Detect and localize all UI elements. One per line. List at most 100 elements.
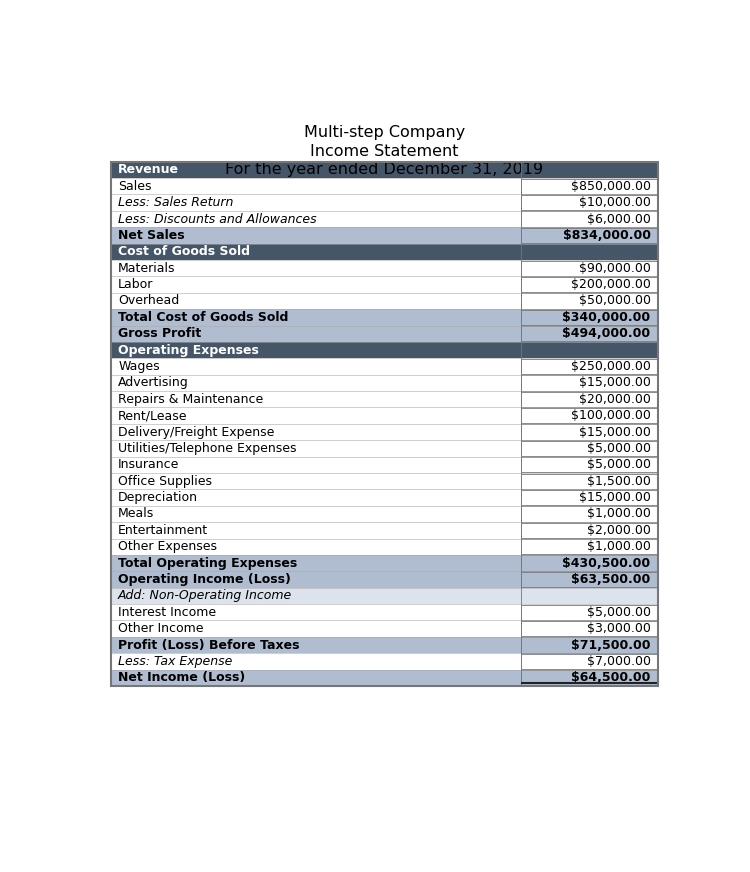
- Bar: [521, 408, 657, 423]
- Bar: [111, 178, 658, 194]
- Bar: [111, 653, 658, 670]
- Bar: [111, 440, 658, 457]
- Text: Interest Income: Interest Income: [118, 606, 216, 619]
- Bar: [111, 637, 658, 653]
- Bar: [521, 539, 657, 555]
- Text: $1,500.00: $1,500.00: [586, 474, 650, 487]
- Bar: [111, 489, 658, 506]
- Text: $430,500.00: $430,500.00: [562, 556, 650, 569]
- Bar: [111, 243, 658, 260]
- Text: Gross Profit: Gross Profit: [118, 327, 202, 340]
- Bar: [111, 604, 658, 621]
- Bar: [111, 358, 658, 375]
- Text: Operating Expenses: Operating Expenses: [118, 344, 259, 357]
- Bar: [111, 276, 658, 293]
- Text: $5,000.00: $5,000.00: [586, 606, 650, 619]
- Text: Other Income: Other Income: [118, 622, 204, 635]
- Bar: [521, 670, 657, 685]
- Bar: [521, 211, 657, 227]
- Bar: [111, 555, 658, 571]
- Bar: [521, 310, 657, 325]
- Text: Office Supplies: Office Supplies: [118, 474, 212, 487]
- Bar: [111, 506, 658, 522]
- Bar: [111, 522, 658, 539]
- Bar: [111, 194, 658, 211]
- Text: Sales: Sales: [118, 180, 152, 193]
- Text: $15,000.00: $15,000.00: [579, 491, 650, 504]
- Text: Labor: Labor: [118, 278, 154, 291]
- Bar: [521, 555, 657, 571]
- Text: Less: Tax Expense: Less: Tax Expense: [118, 655, 232, 668]
- Text: For the year ended December 31, 2019: For the year ended December 31, 2019: [225, 162, 544, 177]
- Bar: [111, 260, 658, 276]
- Bar: [111, 457, 658, 473]
- Text: Operating Income (Loss): Operating Income (Loss): [118, 573, 291, 586]
- Text: Net Sales: Net Sales: [118, 229, 184, 242]
- Bar: [521, 654, 657, 669]
- Bar: [111, 228, 658, 243]
- Text: Revenue: Revenue: [118, 163, 179, 176]
- Text: $15,000.00: $15,000.00: [579, 426, 650, 439]
- Bar: [111, 539, 658, 555]
- Text: $5,000.00: $5,000.00: [586, 459, 650, 471]
- Text: $100,000.00: $100,000.00: [571, 409, 650, 422]
- Text: Other Expenses: Other Expenses: [118, 541, 218, 553]
- Bar: [111, 342, 658, 358]
- Text: $340,000.00: $340,000.00: [562, 310, 650, 324]
- Bar: [111, 621, 658, 637]
- Text: Less: Discounts and Allowances: Less: Discounts and Allowances: [118, 213, 316, 226]
- Text: Less: Sales Return: Less: Sales Return: [118, 196, 233, 209]
- Text: $5,000.00: $5,000.00: [586, 442, 650, 455]
- Text: Rent/Lease: Rent/Lease: [118, 409, 188, 422]
- Text: $63,500.00: $63,500.00: [572, 573, 650, 586]
- Bar: [111, 310, 658, 325]
- Text: $64,500.00: $64,500.00: [572, 671, 650, 685]
- Text: Total Cost of Goods Sold: Total Cost of Goods Sold: [118, 310, 289, 324]
- Text: Overhead: Overhead: [118, 295, 179, 308]
- Bar: [521, 490, 657, 505]
- Text: Profit (Loss) Before Taxes: Profit (Loss) Before Taxes: [118, 638, 300, 651]
- Bar: [521, 228, 657, 243]
- Text: Cost of Goods Sold: Cost of Goods Sold: [118, 245, 250, 258]
- Text: Utilities/Telephone Expenses: Utilities/Telephone Expenses: [118, 442, 297, 455]
- Text: $494,000.00: $494,000.00: [562, 327, 650, 340]
- Bar: [521, 195, 657, 210]
- Text: Insurance: Insurance: [118, 459, 179, 471]
- Bar: [111, 293, 658, 310]
- Bar: [111, 588, 658, 604]
- Bar: [111, 391, 658, 407]
- Bar: [521, 359, 657, 374]
- Text: $20,000.00: $20,000.00: [579, 392, 650, 405]
- Bar: [521, 392, 657, 407]
- Bar: [111, 670, 658, 686]
- Text: Depreciation: Depreciation: [118, 491, 198, 504]
- Bar: [521, 440, 657, 456]
- Bar: [521, 473, 657, 489]
- Text: Total Operating Expenses: Total Operating Expenses: [118, 556, 298, 569]
- Text: $15,000.00: $15,000.00: [579, 377, 650, 390]
- Text: $6,000.00: $6,000.00: [586, 213, 650, 226]
- Bar: [521, 637, 657, 652]
- Text: $90,000.00: $90,000.00: [579, 262, 650, 275]
- Bar: [521, 507, 657, 521]
- Bar: [521, 277, 657, 292]
- Text: $200,000.00: $200,000.00: [571, 278, 650, 291]
- Text: $834,000.00: $834,000.00: [562, 229, 650, 242]
- Text: Meals: Meals: [118, 508, 154, 521]
- Text: Net Income (Loss): Net Income (Loss): [118, 671, 245, 685]
- Text: Add: Non-Operating Income: Add: Non-Operating Income: [118, 589, 292, 603]
- Text: $10,000.00: $10,000.00: [579, 196, 650, 209]
- Text: Materials: Materials: [118, 262, 176, 275]
- Bar: [111, 161, 658, 686]
- Bar: [521, 179, 657, 194]
- Bar: [111, 325, 658, 342]
- Bar: [521, 326, 657, 342]
- Text: $850,000.00: $850,000.00: [571, 180, 650, 193]
- Text: Repairs & Maintenance: Repairs & Maintenance: [118, 392, 263, 405]
- Bar: [111, 211, 658, 228]
- Text: Multi-step Company: Multi-step Company: [304, 125, 465, 140]
- Text: $71,500.00: $71,500.00: [571, 638, 650, 651]
- Text: $3,000.00: $3,000.00: [586, 622, 650, 635]
- Bar: [521, 621, 657, 637]
- Bar: [111, 161, 658, 178]
